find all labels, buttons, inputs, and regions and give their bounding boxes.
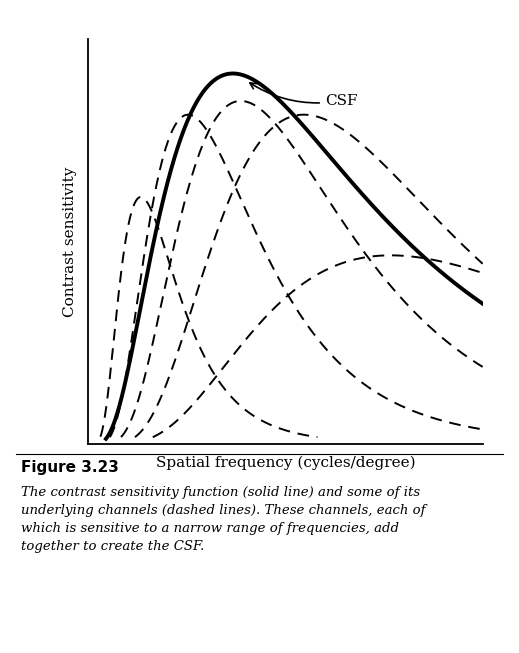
Y-axis label: Contrast sensitivity: Contrast sensitivity	[63, 167, 77, 317]
Text: Figure 3.23: Figure 3.23	[21, 460, 119, 475]
Text: The contrast sensitivity function (solid line) and some of its
underlying channe: The contrast sensitivity function (solid…	[21, 486, 425, 554]
Text: CSF: CSF	[250, 83, 358, 108]
X-axis label: Spatial frequency (cycles/degree): Spatial frequency (cycles/degree)	[156, 455, 415, 470]
